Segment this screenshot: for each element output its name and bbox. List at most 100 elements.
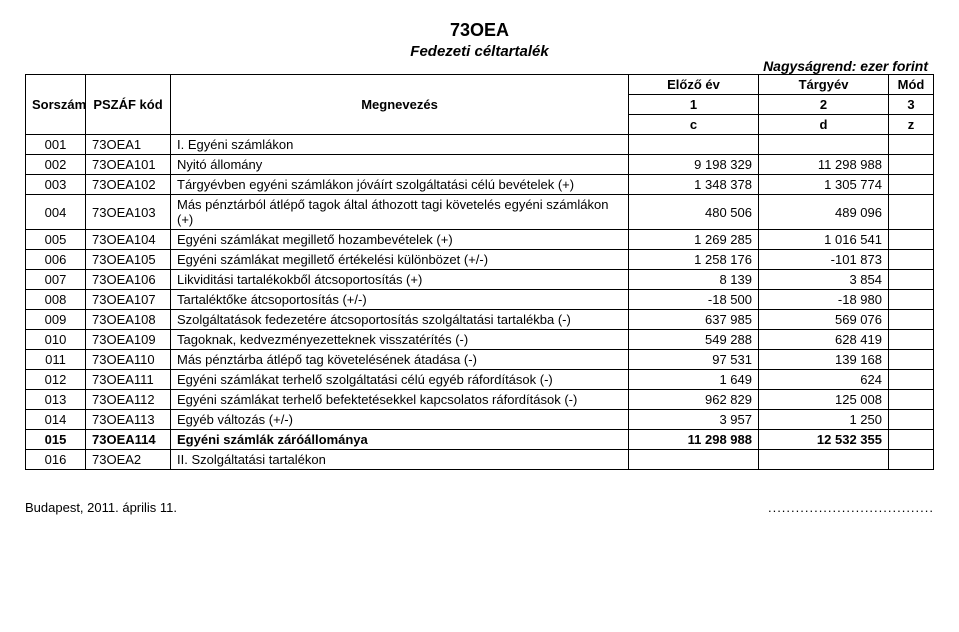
cell-kod: 73OEA1 <box>86 135 171 155</box>
cell-elozo: -18 500 <box>629 290 759 310</box>
cell-elozo <box>629 450 759 470</box>
cell-targyev: 1 305 774 <box>759 175 889 195</box>
cell-kod: 73OEA108 <box>86 310 171 330</box>
table-header: Sorszám PSZÁF kód Megnevezés Előző év Tá… <box>26 75 934 135</box>
table-row: 00373OEA102Tárgyévben egyéni számlákon j… <box>26 175 934 195</box>
cell-mod <box>889 250 934 270</box>
cell-megnevezes: Tagoknak, kedvezményezetteknek visszatér… <box>171 330 629 350</box>
cell-sorszam: 010 <box>26 330 86 350</box>
table-row: 01073OEA109Tagoknak, kedvezményezettekne… <box>26 330 934 350</box>
data-table: Sorszám PSZÁF kód Megnevezés Előző év Tá… <box>25 74 934 470</box>
cell-targyev: 1 250 <box>759 410 889 430</box>
cell-megnevezes: Tartaléktőke átcsoportosítás (+/-) <box>171 290 629 310</box>
cell-sorszam: 008 <box>26 290 86 310</box>
cell-mod <box>889 390 934 410</box>
table-row: 01173OEA110Más pénztárba átlépő tag köve… <box>26 350 934 370</box>
table-row: 01373OEA112Egyéni számlákat terhelő befe… <box>26 390 934 410</box>
table-row: 00473OEA103Más pénztárból átlépő tagok á… <box>26 195 934 230</box>
cell-megnevezes: II. Szolgáltatási tartalékon <box>171 450 629 470</box>
cell-targyev: 628 419 <box>759 330 889 350</box>
cell-megnevezes: Egyéb változás (+/-) <box>171 410 629 430</box>
cell-mod <box>889 230 934 250</box>
cell-megnevezes: Tárgyévben egyéni számlákon jóváírt szol… <box>171 175 629 195</box>
cell-elozo: 1 258 176 <box>629 250 759 270</box>
hdr-z: z <box>889 115 934 135</box>
footer-date: Budapest, 2011. április 11. <box>25 500 177 515</box>
cell-kod: 73OEA113 <box>86 410 171 430</box>
cell-kod: 73OEA103 <box>86 195 171 230</box>
cell-kod: 73OEA106 <box>86 270 171 290</box>
cell-targyev: -18 980 <box>759 290 889 310</box>
cell-sorszam: 004 <box>26 195 86 230</box>
cell-megnevezes: Egyéni számlákat megillető hozambevétele… <box>171 230 629 250</box>
title-code: 73OEA <box>25 20 934 41</box>
cell-sorszam: 009 <box>26 310 86 330</box>
footer-dots: .................................... <box>768 500 934 515</box>
table-row: 00173OEA1I. Egyéni számlákon <box>26 135 934 155</box>
cell-mod <box>889 310 934 330</box>
cell-targyev: 489 096 <box>759 195 889 230</box>
hdr-c: c <box>629 115 759 135</box>
cell-kod: 73OEA111 <box>86 370 171 390</box>
hdr-mod: Mód <box>889 75 934 95</box>
hdr-pszaf: PSZÁF kód <box>86 75 171 135</box>
cell-megnevezes: Nyitó állomány <box>171 155 629 175</box>
cell-sorszam: 005 <box>26 230 86 250</box>
cell-kod: 73OEA105 <box>86 250 171 270</box>
cell-mod <box>889 195 934 230</box>
cell-kod: 73OEA114 <box>86 430 171 450</box>
cell-targyev: 139 168 <box>759 350 889 370</box>
cell-mod <box>889 330 934 350</box>
cell-targyev: -101 873 <box>759 250 889 270</box>
title-block: 73OEA Fedezeti céltartalék <box>25 20 934 60</box>
cell-sorszam: 006 <box>26 250 86 270</box>
cell-kod: 73OEA107 <box>86 290 171 310</box>
cell-elozo: 3 957 <box>629 410 759 430</box>
cell-mod <box>889 410 934 430</box>
cell-targyev: 569 076 <box>759 310 889 330</box>
cell-megnevezes: Egyéni számlákat terhelő szolgáltatási c… <box>171 370 629 390</box>
cell-megnevezes: Más pénztárból átlépő tagok által áthozo… <box>171 195 629 230</box>
scale-note: Nagyságrend: ezer forint <box>25 58 928 74</box>
cell-targyev <box>759 450 889 470</box>
hdr-targyev: Tárgyév <box>759 75 889 95</box>
hdr-elozo: Előző év <box>629 75 759 95</box>
hdr-sorszam: Sorszám <box>26 75 86 135</box>
cell-megnevezes: Egyéni számlákat terhelő befektetésekkel… <box>171 390 629 410</box>
cell-sorszam: 016 <box>26 450 86 470</box>
cell-megnevezes: Más pénztárba átlépő tag követelésének á… <box>171 350 629 370</box>
cell-megnevezes: Egyéni számlákat megillető értékelési kü… <box>171 250 629 270</box>
cell-elozo: 1 649 <box>629 370 759 390</box>
table-row: 00573OEA104Egyéni számlákat megillető ho… <box>26 230 934 250</box>
cell-targyev: 1 016 541 <box>759 230 889 250</box>
cell-elozo: 11 298 988 <box>629 430 759 450</box>
table-body: 00173OEA1I. Egyéni számlákon00273OEA101N… <box>26 135 934 470</box>
cell-elozo: 962 829 <box>629 390 759 410</box>
cell-elozo: 637 985 <box>629 310 759 330</box>
cell-targyev: 624 <box>759 370 889 390</box>
cell-sorszam: 012 <box>26 370 86 390</box>
cell-elozo: 480 506 <box>629 195 759 230</box>
cell-mod <box>889 290 934 310</box>
cell-targyev: 12 532 355 <box>759 430 889 450</box>
table-row: 00873OEA107Tartaléktőke átcsoportosítás … <box>26 290 934 310</box>
cell-elozo: 9 198 329 <box>629 155 759 175</box>
table-row: 01273OEA111Egyéni számlákat terhelő szol… <box>26 370 934 390</box>
hdr-megnevezes: Megnevezés <box>171 75 629 135</box>
cell-elozo: 8 139 <box>629 270 759 290</box>
cell-kod: 73OEA102 <box>86 175 171 195</box>
table-row: 00773OEA106Likviditási tartalékokből átc… <box>26 270 934 290</box>
cell-elozo: 97 531 <box>629 350 759 370</box>
cell-sorszam: 015 <box>26 430 86 450</box>
cell-mod <box>889 175 934 195</box>
table-row: 00273OEA101Nyitó állomány9 198 32911 298… <box>26 155 934 175</box>
cell-targyev: 3 854 <box>759 270 889 290</box>
cell-sorszam: 013 <box>26 390 86 410</box>
cell-sorszam: 011 <box>26 350 86 370</box>
cell-mod <box>889 155 934 175</box>
cell-sorszam: 007 <box>26 270 86 290</box>
cell-sorszam: 014 <box>26 410 86 430</box>
table-row: 01573OEA114Egyéni számlák záróállománya1… <box>26 430 934 450</box>
cell-mod <box>889 135 934 155</box>
cell-targyev <box>759 135 889 155</box>
